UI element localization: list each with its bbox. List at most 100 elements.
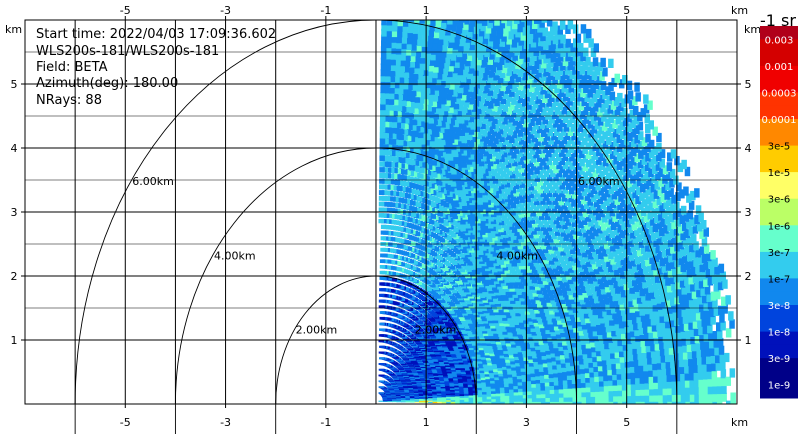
echo-cell xyxy=(477,199,483,205)
echo-cell xyxy=(412,165,419,172)
echo-cell xyxy=(458,315,465,320)
echo-cell xyxy=(568,195,574,203)
echo-cell xyxy=(528,361,535,367)
echo-cell xyxy=(479,268,486,273)
echo-cell xyxy=(480,135,486,142)
echo-cell xyxy=(399,163,405,169)
echo-cell xyxy=(476,327,482,332)
echo-cell xyxy=(553,166,559,174)
echo-cell xyxy=(493,245,500,251)
echo-cell xyxy=(450,393,456,397)
echo-cell xyxy=(589,298,596,306)
echo-cell xyxy=(446,203,452,209)
echo-cell xyxy=(537,194,543,202)
echo-cell xyxy=(525,344,532,350)
echo-cell xyxy=(402,163,409,170)
echo-cell xyxy=(594,255,600,262)
echo-cell xyxy=(392,162,399,168)
echo-cell xyxy=(537,257,543,264)
echo-cell xyxy=(462,188,469,194)
echo-cell xyxy=(490,354,496,359)
echo-cell xyxy=(503,380,510,385)
echo-cell xyxy=(443,183,449,189)
echo-cell xyxy=(382,161,389,167)
echo-cell xyxy=(506,245,513,251)
echo-cell xyxy=(478,179,485,186)
echo-cell xyxy=(591,351,598,358)
echo-cell xyxy=(585,235,591,243)
echo-cell xyxy=(380,253,386,258)
echo-cell xyxy=(543,194,549,201)
echo-cell xyxy=(576,249,582,256)
echo-cell xyxy=(637,352,643,360)
echo-cell xyxy=(487,140,493,147)
echo-cell xyxy=(549,154,555,162)
echo-cell xyxy=(596,260,602,267)
echo-cell xyxy=(436,367,442,370)
echo-cell xyxy=(446,395,452,399)
echo-cell xyxy=(581,395,587,402)
echo-cell xyxy=(556,263,563,270)
echo-cell xyxy=(514,126,520,134)
echo-cell xyxy=(416,114,422,121)
echo-cell xyxy=(431,384,437,387)
echo-cell xyxy=(594,375,600,382)
echo-cell xyxy=(411,89,417,97)
echo-cell xyxy=(419,91,426,99)
echo-cell xyxy=(524,236,530,242)
echo-cell xyxy=(472,344,479,348)
echo-cell xyxy=(579,363,585,370)
echo-cell xyxy=(402,128,409,135)
echo-cell xyxy=(446,111,453,119)
echo-cell xyxy=(407,118,414,125)
echo-cell xyxy=(568,347,574,353)
echo-cell xyxy=(605,353,612,360)
echo-cell xyxy=(438,199,444,205)
echo-cell xyxy=(561,302,568,309)
echo-cell xyxy=(559,327,565,333)
echo-cell xyxy=(443,375,449,379)
echo-cell xyxy=(541,299,547,306)
echo-cell xyxy=(507,293,513,298)
echo-cell xyxy=(545,297,551,303)
echo-cell xyxy=(594,385,601,392)
echo-cell xyxy=(575,315,581,322)
echo-cell xyxy=(450,181,457,187)
echo-cell xyxy=(548,209,554,217)
echo-cell xyxy=(501,313,507,318)
echo-cell xyxy=(501,130,508,138)
echo-cell xyxy=(524,211,530,217)
echo-cell xyxy=(532,353,538,359)
echo-cell xyxy=(507,348,514,353)
echo-cell xyxy=(410,159,416,165)
echo-cell xyxy=(554,329,561,335)
echo-cell xyxy=(486,342,493,346)
echo-cell xyxy=(550,400,556,404)
echo-cell xyxy=(626,383,632,391)
echo-cell xyxy=(554,310,561,317)
echo-cell xyxy=(495,358,502,363)
echo-cell xyxy=(452,163,459,170)
echo-cell xyxy=(450,392,456,395)
echo-cell xyxy=(578,221,584,229)
echo-cell xyxy=(505,196,511,203)
echo-cell xyxy=(530,375,537,381)
echo-cell xyxy=(600,244,606,252)
echo-cell xyxy=(441,367,447,371)
echo-cell xyxy=(546,353,552,359)
echo-cell xyxy=(519,308,525,314)
echo-cell xyxy=(489,239,495,245)
echo-cell xyxy=(528,294,535,300)
echo-cell xyxy=(518,236,525,243)
echo-cell xyxy=(379,288,385,292)
echo-cell xyxy=(483,272,489,278)
echo-cell xyxy=(472,143,478,150)
echo-cell xyxy=(441,188,447,194)
echo-cell xyxy=(551,356,557,362)
echo-cell xyxy=(589,315,595,322)
echo-cell xyxy=(408,71,414,79)
echo-cell xyxy=(578,329,585,336)
echo-cell xyxy=(629,365,636,373)
echo-cell xyxy=(557,319,563,325)
echo-cell xyxy=(467,320,473,324)
